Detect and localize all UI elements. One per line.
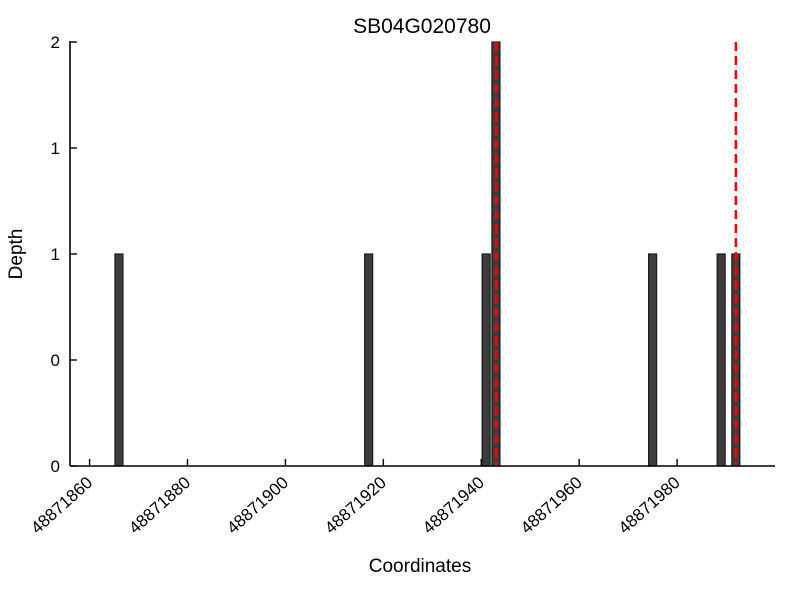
x-tick-label: 48871880 (125, 473, 194, 538)
chart-title: SB04G020780 (353, 15, 491, 38)
depth-bar (716, 253, 726, 467)
y-tick-label: 0 (51, 351, 60, 370)
depth-bar (648, 253, 658, 467)
x-axis-label: Coordinates (369, 556, 471, 577)
x-tick-label: 48871960 (517, 473, 586, 538)
x-tick-label: 48871980 (615, 473, 684, 538)
x-tick-label: 48871860 (27, 473, 96, 538)
x-tick-label: 48871900 (223, 473, 292, 538)
plot-area: 0 0 1 1 2 48871860 48871880 48871900 48871920 488… (27, 33, 775, 538)
depth-bar (481, 253, 491, 467)
y-tick-label: 2 (51, 33, 60, 52)
y-axis-label: Depth (6, 229, 27, 280)
x-tick-label: 48871920 (321, 473, 390, 538)
depth-bar (114, 253, 124, 467)
y-tick-label: 0 (51, 457, 60, 476)
y-tick-label: 1 (51, 139, 60, 158)
y-tick-label: 1 (51, 245, 60, 264)
x-tick-label: 48871940 (419, 473, 488, 538)
depth-bar (364, 253, 374, 467)
